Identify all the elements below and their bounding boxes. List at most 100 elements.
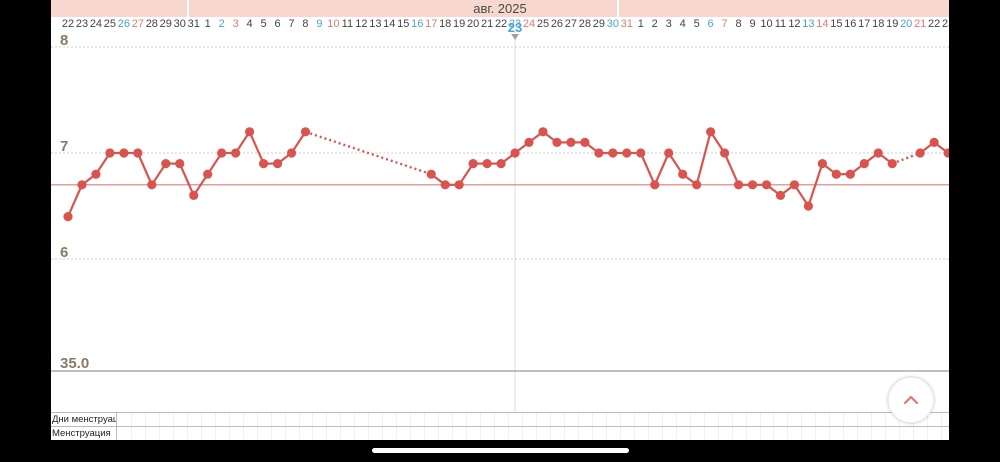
day-label: 17 bbox=[858, 18, 871, 30]
row-cell bbox=[326, 427, 328, 440]
y-tick-label: 7 bbox=[60, 138, 68, 155]
row-cell bbox=[242, 427, 244, 440]
data-point bbox=[147, 180, 157, 190]
day-label: 24 bbox=[522, 18, 536, 30]
series-segment bbox=[66, 184, 83, 218]
row-cell bbox=[382, 427, 384, 440]
row-cell bbox=[577, 427, 579, 440]
row-cell bbox=[410, 413, 412, 426]
row-cell bbox=[689, 427, 691, 440]
data-point bbox=[258, 159, 269, 169]
row-cell bbox=[410, 427, 412, 440]
day-label: 23 bbox=[941, 18, 949, 30]
data-point bbox=[175, 159, 185, 169]
row-cell bbox=[619, 413, 621, 426]
data-point bbox=[831, 169, 841, 179]
row-cell bbox=[354, 413, 356, 426]
day-label: 26 bbox=[550, 18, 564, 30]
row-cell bbox=[773, 413, 775, 426]
row-cell bbox=[340, 427, 342, 440]
series-segment bbox=[136, 152, 153, 186]
row-cell bbox=[452, 427, 454, 440]
data-point bbox=[63, 212, 73, 222]
data-point bbox=[943, 148, 949, 158]
row-cell bbox=[368, 413, 370, 426]
row-cell bbox=[647, 413, 649, 426]
series-segment bbox=[653, 152, 670, 186]
day-label: 30 bbox=[173, 18, 186, 30]
row-cell bbox=[563, 413, 565, 426]
row-label-menstruation: Менструация bbox=[52, 427, 117, 440]
row-cell bbox=[522, 413, 524, 426]
row-cell bbox=[200, 413, 202, 426]
data-point bbox=[538, 127, 548, 137]
day-label: 31 bbox=[620, 18, 633, 30]
series-segment bbox=[723, 152, 740, 186]
day-label: 19 bbox=[886, 18, 899, 30]
data-point bbox=[105, 148, 115, 158]
row-cell bbox=[731, 427, 733, 440]
day-label: 16 bbox=[411, 18, 424, 30]
day-label: 13 bbox=[802, 18, 815, 30]
row-cell bbox=[885, 427, 887, 440]
data-point bbox=[524, 137, 534, 147]
row-cell bbox=[270, 413, 272, 426]
row-cell bbox=[885, 413, 887, 426]
day-label: 25 bbox=[103, 18, 117, 30]
row-cell bbox=[214, 427, 216, 440]
data-point bbox=[706, 127, 716, 137]
row-cell bbox=[745, 413, 747, 426]
day-label: 1 bbox=[204, 18, 211, 30]
day-label: 2 bbox=[651, 18, 658, 30]
data-point bbox=[189, 190, 199, 200]
day-label: 29 bbox=[159, 18, 172, 30]
data-point bbox=[286, 148, 297, 158]
row-cell bbox=[326, 413, 328, 426]
row-cell bbox=[466, 413, 468, 426]
day-label: 11 bbox=[341, 18, 354, 30]
day-label: 11 bbox=[774, 18, 787, 30]
data-point bbox=[119, 148, 129, 158]
day-label: 19 bbox=[453, 18, 466, 30]
row-cell bbox=[340, 413, 342, 426]
row-cell bbox=[661, 427, 663, 440]
row-cell bbox=[941, 427, 943, 440]
row-cell bbox=[144, 427, 146, 440]
row-cell bbox=[773, 427, 775, 440]
day-label: 20 bbox=[900, 18, 913, 30]
row-cell bbox=[661, 413, 663, 426]
row-cell bbox=[284, 427, 286, 440]
row-cell bbox=[843, 413, 845, 426]
day-label: 27 bbox=[131, 18, 144, 30]
day-label: 12 bbox=[355, 18, 368, 30]
row-cell bbox=[424, 427, 426, 440]
row-cell bbox=[633, 413, 635, 426]
data-point bbox=[887, 159, 897, 169]
chart-screen: авг. 2025 22 23 24 25 26 27 28 29 30 31 1 2 3 4 5 6 7 8 9 1… bbox=[51, 0, 949, 440]
scroll-up-button[interactable] bbox=[888, 377, 934, 423]
day-label: 21 bbox=[480, 18, 494, 30]
day-label: 15 bbox=[830, 18, 843, 30]
data-point bbox=[594, 148, 604, 158]
day-label: 10 bbox=[327, 18, 340, 30]
row-cell bbox=[857, 413, 859, 426]
row-cell bbox=[354, 427, 356, 440]
data-point bbox=[761, 180, 772, 190]
day-label: 14 bbox=[383, 18, 396, 30]
data-point bbox=[845, 169, 855, 179]
day-label: 7 bbox=[288, 18, 295, 30]
row-cell bbox=[745, 427, 747, 440]
day-label: 27 bbox=[564, 18, 578, 30]
day-label: 14 bbox=[816, 18, 829, 30]
data-point bbox=[692, 180, 702, 190]
data-point bbox=[580, 137, 590, 147]
row-cell bbox=[857, 427, 859, 440]
row-cell bbox=[494, 427, 496, 440]
day-label: 12 bbox=[788, 18, 801, 30]
row-cell bbox=[829, 427, 831, 440]
today-marker-icon bbox=[511, 34, 520, 40]
day-label: 4 bbox=[246, 18, 253, 30]
data-point bbox=[678, 169, 688, 179]
row-cell bbox=[871, 427, 873, 440]
row-cell bbox=[522, 427, 524, 440]
